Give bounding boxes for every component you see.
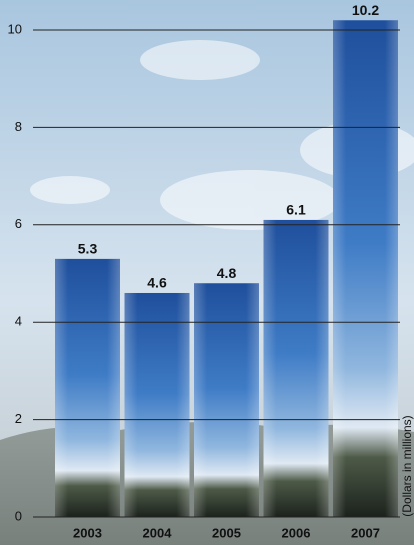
- y-tick-label: 4: [15, 314, 22, 329]
- value-label: 10.2: [352, 2, 379, 18]
- x-tick-label: 2007: [351, 525, 380, 540]
- value-label: 4.6: [147, 275, 167, 291]
- bar-sheen: [124, 292, 190, 517]
- bar-sheen: [263, 219, 329, 517]
- x-tick-label: 2006: [282, 525, 311, 540]
- value-label: 4.8: [217, 265, 237, 281]
- y-tick-label: 10: [8, 21, 22, 36]
- bar-sheen: [194, 283, 259, 517]
- y-axis-label: (Dollars in millions): [400, 415, 414, 516]
- y-tick-label: 2: [15, 411, 22, 426]
- x-tick-label: 2003: [73, 525, 102, 540]
- bar-sheen: [333, 20, 398, 517]
- y-tick-label: 0: [15, 508, 22, 523]
- value-label: 6.1: [286, 202, 306, 218]
- value-label: 5.3: [78, 241, 98, 257]
- y-tick-label: 8: [15, 119, 22, 134]
- y-tick-label: 6: [15, 216, 22, 231]
- x-tick-label: 2004: [143, 525, 173, 540]
- x-tick-label: 2005: [212, 525, 241, 540]
- bar-sheen: [55, 258, 120, 517]
